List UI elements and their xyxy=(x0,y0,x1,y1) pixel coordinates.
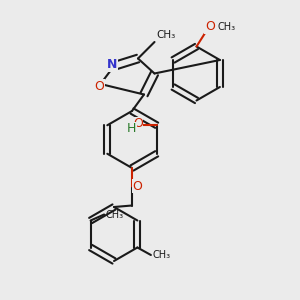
Text: H: H xyxy=(127,122,136,135)
Text: N: N xyxy=(107,58,118,71)
Text: O: O xyxy=(133,179,142,193)
Text: CH₃: CH₃ xyxy=(218,22,236,32)
Text: CH₃: CH₃ xyxy=(106,209,124,220)
Text: CH₃: CH₃ xyxy=(156,30,175,40)
Text: O: O xyxy=(205,20,215,34)
Text: O: O xyxy=(94,80,104,93)
Text: CH₃: CH₃ xyxy=(152,250,170,260)
Text: O: O xyxy=(133,117,143,130)
